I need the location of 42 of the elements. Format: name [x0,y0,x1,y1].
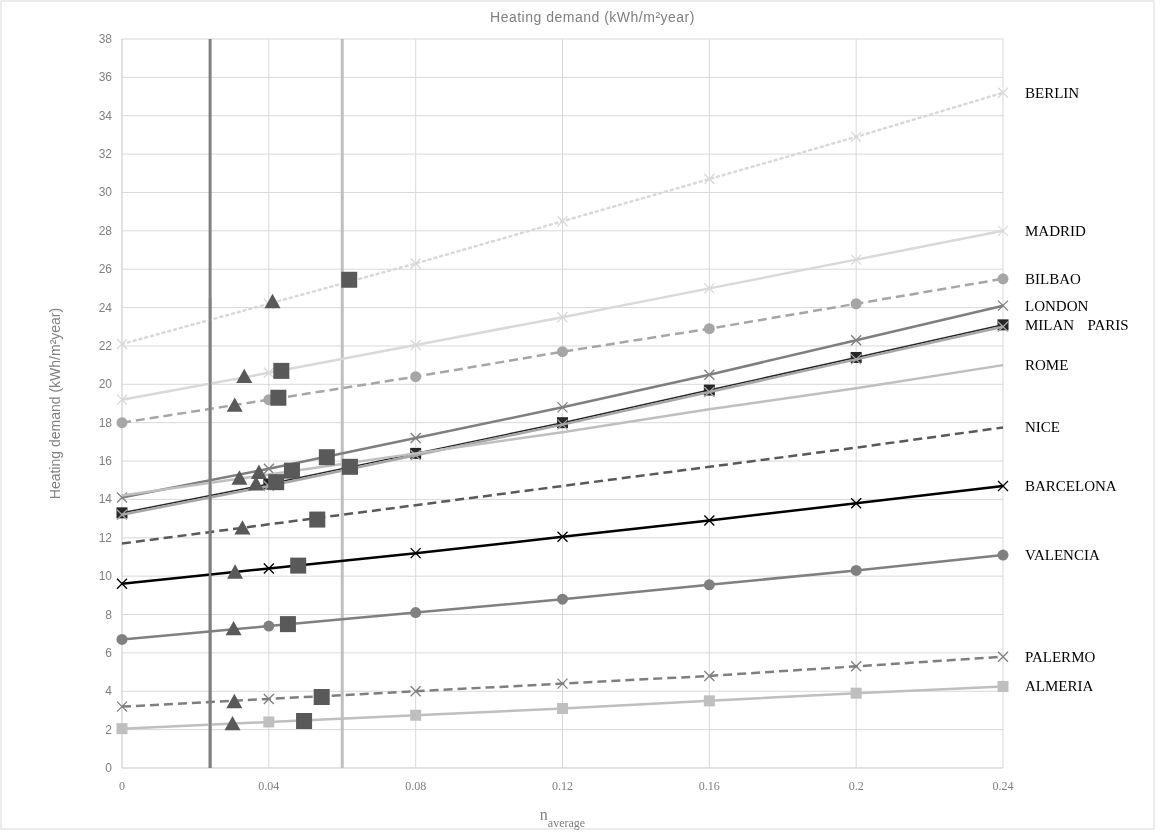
x-axis-title: n$_{average}$ [539,806,586,830]
series-label: VALENCIA [1025,547,1100,564]
series-label: MADRID [1025,222,1086,239]
series-label: LONDON [1025,297,1089,314]
y-tick-label: 16 [98,454,113,469]
series-label: BILBAO [1025,270,1081,287]
y-tick-label: 4 [105,684,113,699]
x-tick-label: 0.04 [258,779,280,793]
y-tick-label: 8 [105,607,113,622]
x-tick-label: 0.08 [405,779,427,793]
x-tick-label: 0.24 [992,779,1014,793]
y-tick-label: 38 [98,32,113,46]
y-tick-label: 36 [98,70,113,85]
x-tick-label: 0.2 [848,779,864,793]
text: PARIS [1087,316,1129,333]
y-tick-label: 14 [98,492,113,507]
y-tick-label: 28 [98,223,113,238]
series-label: PALERMO [1025,648,1096,665]
y-tick-label: 18 [98,415,113,430]
series-label: ROME [1025,357,1069,374]
y-tick-label: 0 [105,761,113,775]
y-tick-label: 30 [98,185,113,200]
y-tick-label: 2 [105,722,113,737]
series-label: ALMERIA [1025,678,1094,695]
y-axis-title: Heating demand (kWh/m²year) [47,307,63,500]
y-tick-label: 22 [98,338,113,353]
x-tick-label: 0.12 [552,779,573,793]
y-tick-label: 32 [98,147,113,162]
y-tick-label: 12 [98,530,113,545]
y-tick-label: 10 [98,569,113,584]
series-label: BERLIN [1025,84,1080,101]
y-tick-label: 6 [105,645,113,660]
y-tick-label: 34 [98,108,113,123]
series-label: NICE [1025,419,1060,436]
y-tick-label: 20 [98,377,113,392]
x-tick-label: 0 [119,779,125,793]
chart-title: Heating demand (kWh/m²year) [490,9,695,25]
series-label: MILAN [1025,316,1075,333]
series-label: BARCELONA [1025,477,1117,494]
y-tick-label: 24 [98,300,113,315]
y-tick-label: 26 [98,262,113,277]
x-tick-label: 0.16 [698,779,720,793]
